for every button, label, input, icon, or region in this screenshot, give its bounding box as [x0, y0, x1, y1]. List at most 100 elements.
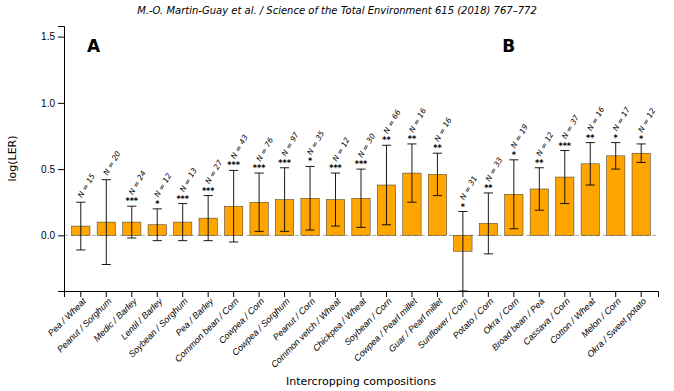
significance-label: * [308, 157, 313, 166]
error-bar-line [233, 170, 234, 242]
significance-label: ** [433, 144, 442, 153]
significance-label: *** [253, 164, 266, 173]
n-label: N = 12 [636, 107, 657, 134]
error-bar-line [208, 196, 209, 241]
significance-label: ** [408, 135, 417, 144]
significance-label: *** [202, 187, 215, 196]
error-bar-cap [382, 224, 391, 225]
error-bar-cap [178, 240, 187, 241]
n-label: N = 13 [178, 166, 199, 193]
significance-label: * [461, 203, 466, 212]
x-tick: Cassava / Corn [521, 291, 572, 347]
error-bar [484, 193, 493, 254]
significance-label: ** [484, 184, 493, 193]
significance-label: *** [176, 195, 189, 204]
significance-label: *** [355, 160, 368, 169]
error-bar [560, 151, 569, 204]
error-bar [356, 169, 365, 227]
y-tick-mark [58, 37, 64, 38]
error-bar [637, 144, 646, 163]
significance-label: *** [278, 159, 291, 168]
error-bar [102, 180, 111, 265]
significance-label: ** [586, 134, 595, 143]
error-bar-line [411, 144, 412, 202]
n-label: N = 35 [305, 129, 326, 156]
marks [64, 143, 658, 291]
y-tick: 1.5 [41, 31, 64, 42]
error-bar-line [106, 180, 107, 265]
error-bar [178, 204, 187, 241]
x-tick: Cowpea / Corn [217, 291, 267, 346]
error-bar-line [80, 202, 81, 250]
n-label: N = 16 [585, 105, 606, 132]
error-bar-cap [611, 169, 620, 170]
n-label: N = 20 [101, 149, 122, 176]
n-label: N = 24 [127, 169, 148, 196]
error-bar-line [539, 168, 540, 210]
error-bar-cap [229, 241, 238, 242]
error-bar-line [462, 212, 463, 292]
n-label: N = 30 [356, 132, 377, 159]
error-bar [382, 145, 391, 225]
y-axis-line [58, 27, 65, 292]
error-bar [331, 173, 340, 226]
y-tick-mark [58, 169, 64, 170]
n-label: N = 97 [280, 130, 301, 157]
error-bar [229, 170, 238, 242]
error-bar-cap [204, 240, 213, 241]
y-tick-mark [58, 103, 64, 104]
error-bar [586, 143, 595, 185]
n-label: N = 16 [407, 107, 428, 134]
n-label: N = 19 [509, 122, 530, 149]
n-label: N = 17 [611, 105, 632, 132]
error-bar-line [157, 209, 158, 241]
y-tick: 1.0 [41, 98, 64, 109]
significance-label: * [639, 135, 644, 144]
n-label: N = 43 [229, 133, 250, 160]
error-bar [433, 153, 442, 195]
n-label: N = 31 [458, 174, 479, 201]
error-bar-line [564, 151, 565, 204]
y-tick-label: 1.5 [41, 31, 55, 42]
error-bar-cap [637, 162, 646, 163]
error-bar-cap [433, 195, 442, 196]
chart: M.-O. Martin-Guay et al. / Science of th… [0, 0, 674, 391]
n-label: N = 76 [254, 136, 275, 163]
y-tick-mark [58, 235, 64, 236]
significance-label: *** [227, 161, 240, 170]
error-bar [153, 209, 162, 241]
error-bar [127, 206, 136, 238]
x-tick: Cotton / Wheat [548, 291, 598, 346]
error-bar-cap [484, 253, 493, 254]
n-label: N = 12 [535, 130, 556, 157]
error-bar-cap [586, 185, 595, 186]
y-tick: 0.0 [41, 230, 64, 241]
error-bar-line [335, 173, 336, 226]
error-bar-line [386, 145, 387, 225]
x-axis-line [65, 292, 659, 298]
n-label: N = 66 [382, 108, 403, 135]
error-bar-cap [305, 230, 314, 231]
error-bar-cap [280, 231, 289, 232]
error-bar-line [361, 169, 362, 227]
error-bar-line [641, 144, 642, 163]
x-axis-title: Intercropping compositions [286, 375, 436, 388]
title: M.-O. Martin-Guay et al. / Science of th… [137, 5, 537, 16]
error-bar [535, 168, 544, 210]
group-label: B [502, 36, 515, 56]
error-bar-line [488, 193, 489, 254]
group-label: A [87, 36, 101, 56]
n-label: N = 33 [484, 156, 505, 183]
n-label: N = 15 [76, 172, 97, 199]
error-bar-cap [356, 227, 365, 228]
error-bar [407, 144, 416, 202]
error-bar-cap [535, 210, 544, 211]
error-bar-cap [560, 203, 569, 204]
significance-label: * [512, 151, 517, 160]
error-bar-cap [76, 202, 85, 203]
error-bar [280, 168, 289, 232]
error-bar [255, 173, 264, 231]
y-tick-label: 0.0 [41, 230, 55, 241]
significance-label: *** [329, 164, 342, 173]
significance-label: *** [558, 142, 571, 151]
